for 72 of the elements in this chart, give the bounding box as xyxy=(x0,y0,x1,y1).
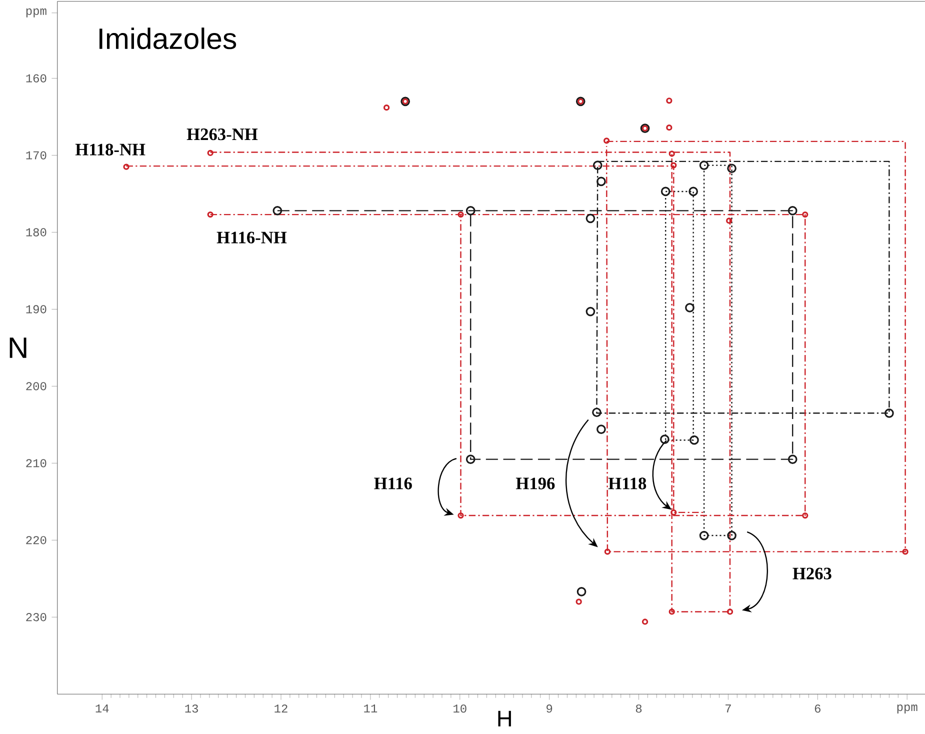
point xyxy=(884,408,894,418)
x-tick-label: 6 xyxy=(814,704,820,713)
point xyxy=(466,454,476,464)
y-tick-label: 210 xyxy=(26,459,46,468)
point xyxy=(726,218,732,224)
point xyxy=(592,408,602,417)
annotation: H116 xyxy=(374,478,412,490)
y-tick-label: 160 xyxy=(26,74,46,82)
point xyxy=(458,211,464,218)
y-tick-label: 170 xyxy=(26,151,46,160)
y-tick-label: ppm xyxy=(26,8,46,18)
point xyxy=(688,186,698,196)
point xyxy=(586,306,596,316)
point xyxy=(586,214,596,224)
y-tick-label: 230 xyxy=(26,612,46,622)
annotation: H263 xyxy=(792,568,832,580)
point xyxy=(685,302,694,312)
point xyxy=(272,206,282,216)
x-tick-label: ppm xyxy=(897,704,918,714)
y-tick-label: 200 xyxy=(26,382,46,390)
point xyxy=(902,548,908,555)
point xyxy=(604,548,611,555)
point xyxy=(666,124,672,131)
point xyxy=(458,512,464,519)
point xyxy=(642,618,648,625)
point xyxy=(603,138,610,144)
point xyxy=(727,530,736,540)
point xyxy=(727,164,736,173)
point xyxy=(788,454,798,464)
x-tick-label: 9 xyxy=(546,704,552,713)
point xyxy=(123,164,130,170)
annotation: H118-NH xyxy=(75,144,146,156)
x-tick-label: 12 xyxy=(274,704,288,712)
point xyxy=(660,434,670,444)
x-axis-title: H xyxy=(498,710,511,726)
point xyxy=(668,608,675,615)
annotation: H116-NH xyxy=(216,232,287,244)
point xyxy=(207,211,214,218)
point xyxy=(788,206,798,216)
x-tick-label: 8 xyxy=(636,704,642,713)
y-tick-label: 180 xyxy=(26,228,46,236)
point xyxy=(596,176,606,186)
point xyxy=(668,150,675,157)
y-tick-label: 190 xyxy=(26,305,46,314)
point xyxy=(576,586,586,596)
point xyxy=(596,424,606,434)
point xyxy=(383,104,390,111)
point xyxy=(802,512,808,519)
point xyxy=(576,598,582,605)
point xyxy=(699,160,709,170)
point xyxy=(690,435,699,445)
x-tick-label: 14 xyxy=(96,704,109,712)
point xyxy=(666,98,672,104)
point xyxy=(699,530,709,540)
x-tick-label: 10 xyxy=(454,704,466,713)
y-axis-title: N xyxy=(10,338,26,358)
point xyxy=(670,162,677,168)
x-tick-label: 13 xyxy=(185,704,198,713)
point xyxy=(592,160,602,170)
annotation: H263-NH xyxy=(186,128,258,140)
point xyxy=(802,211,808,218)
annotation: H118 xyxy=(608,478,646,490)
annotation: H196 xyxy=(516,478,555,490)
x-tick-label: 11 xyxy=(364,704,378,712)
text: Imidazoles xyxy=(100,28,236,50)
point xyxy=(660,186,670,196)
x-tick-label: 7 xyxy=(726,704,731,712)
point xyxy=(207,150,214,156)
point xyxy=(670,509,677,516)
point xyxy=(466,206,476,216)
y-tick-label: 220 xyxy=(26,536,46,544)
point xyxy=(726,608,734,615)
